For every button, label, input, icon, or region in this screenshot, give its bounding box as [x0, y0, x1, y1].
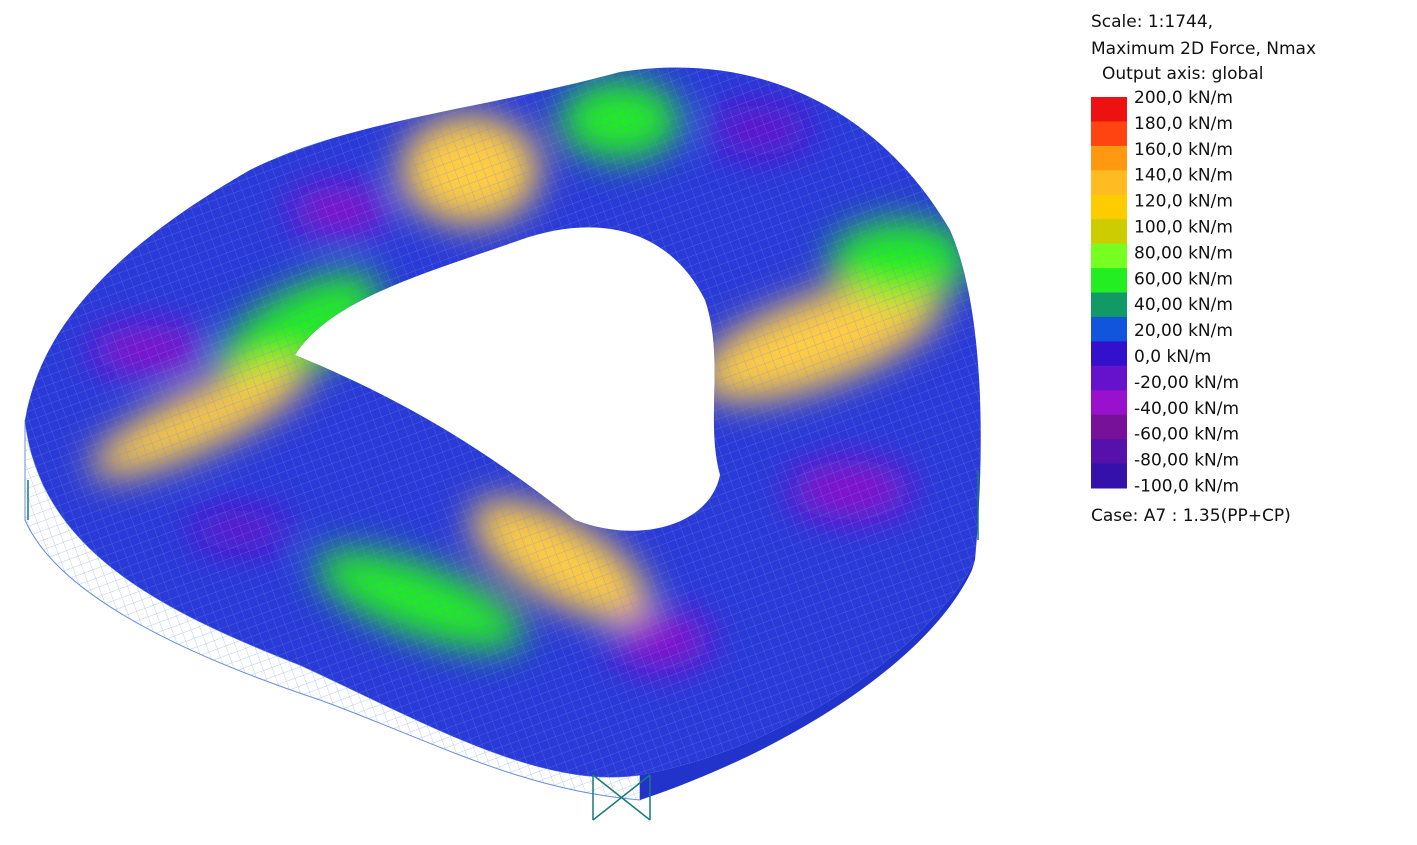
legend-swatch	[1091, 341, 1127, 367]
legend-label: -40,00 kN/m	[1134, 399, 1239, 419]
legend-swatch	[1091, 390, 1127, 416]
legend-swatch	[1091, 243, 1127, 269]
legend-label: 140,0 kN/m	[1134, 166, 1233, 186]
legend-label: -80,00 kN/m	[1134, 451, 1239, 471]
legend-swatch	[1091, 316, 1127, 342]
contour	[25, 67, 981, 778]
slab-edge	[640, 560, 975, 800]
scale: Scale: 1:1744,	[1091, 12, 1213, 32]
legend-swatch	[1091, 268, 1127, 293]
result-name: Maximum 2D Force, Nmax	[1091, 39, 1316, 59]
load-case: Case: A7 : 1.35(PP+CP)	[1091, 506, 1291, 526]
legend-swatch	[1091, 292, 1127, 318]
legend-label: 80,00 kN/m	[1134, 243, 1233, 263]
legend-label: 100,0 kN/m	[1134, 218, 1233, 238]
legend-swatch	[1091, 219, 1127, 245]
legend-label: 20,00 kN/m	[1134, 321, 1233, 341]
legend-swatch	[1091, 121, 1127, 147]
legend-swatch	[1091, 145, 1127, 171]
legend-label: -20,00 kN/m	[1134, 373, 1239, 393]
legend-label: -100,0 kN/m	[1134, 477, 1239, 497]
legend-swatch	[1091, 194, 1127, 220]
legend-label: 180,0 kN/m	[1134, 114, 1233, 134]
model-view	[24, 67, 981, 821]
legend-swatch	[1091, 170, 1127, 196]
legend-label: 160,0 kN/m	[1134, 140, 1233, 160]
legend-swatch	[1091, 365, 1127, 391]
legend-label: 200,0 kN/m	[1134, 88, 1233, 108]
legend-swatch	[1091, 439, 1127, 465]
legend-swatch	[1091, 463, 1127, 489]
legend-items: 200,0 kN/m 180,0 kN/m 160,0 kN/m 140,0 kN/m…	[1091, 88, 1239, 497]
output-axis: Output axis: global	[1102, 64, 1264, 84]
legend-label: 0,0 kN/m	[1134, 347, 1211, 367]
legend-label: -60,00 kN/m	[1134, 425, 1239, 445]
legend-swatch	[1091, 414, 1127, 440]
supports	[27, 470, 979, 821]
legend: Scale: 1:1744, Maximum 2D Force, Nmax Ou…	[1091, 12, 1316, 526]
legend-label: 120,0 kN/m	[1134, 192, 1233, 212]
legend-label: 40,00 kN/m	[1134, 295, 1233, 315]
legend-label: 60,00 kN/m	[1134, 269, 1233, 289]
legend-swatch	[1091, 97, 1127, 122]
